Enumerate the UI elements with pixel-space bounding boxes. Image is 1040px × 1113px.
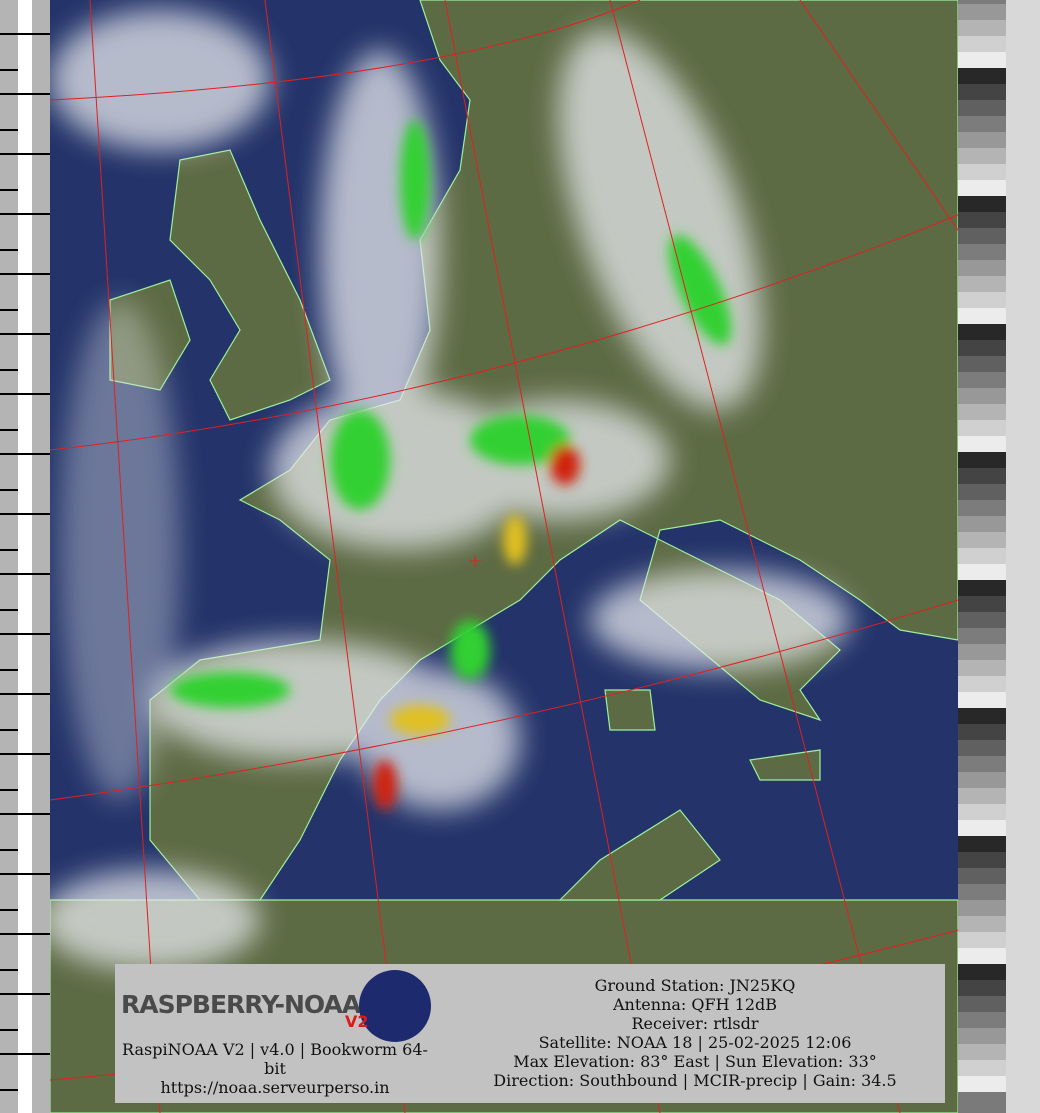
info-panel: RASPBERRY-NOAA V2 RaspiNOAA V2 | v4.0 | … [115, 964, 945, 1103]
antenna: Antenna: QFH 12dB [613, 995, 777, 1014]
satellite: Satellite: NOAA 18 | 25-02-2025 12:06 [538, 1033, 852, 1052]
logo-badge: V2 [345, 1012, 369, 1031]
receiver: Receiver: rtlsdr [631, 1014, 759, 1033]
direction: Direction: Southbound | MCIR-precip | Ga… [493, 1071, 897, 1090]
elevation: Max Elevation: 83° East | Sun Elevation:… [513, 1052, 877, 1071]
station-url: https://noaa.serveurperso.in [160, 1078, 390, 1097]
logo: RASPBERRY-NOAA [121, 990, 361, 1019]
satellite-logo-icon [359, 970, 431, 1042]
pass-info: Ground Station: JN25KQ Antenna: QFH 12dB… [455, 976, 935, 1090]
ground-station: Ground Station: JN25KQ [594, 976, 796, 995]
station-software-info: RaspiNOAA V2 | v4.0 | Bookworm 64-bit ht… [115, 1040, 435, 1097]
software-version: RaspiNOAA V2 | v4.0 | Bookworm 64-bit [122, 1040, 428, 1078]
precipitation [170, 120, 732, 810]
